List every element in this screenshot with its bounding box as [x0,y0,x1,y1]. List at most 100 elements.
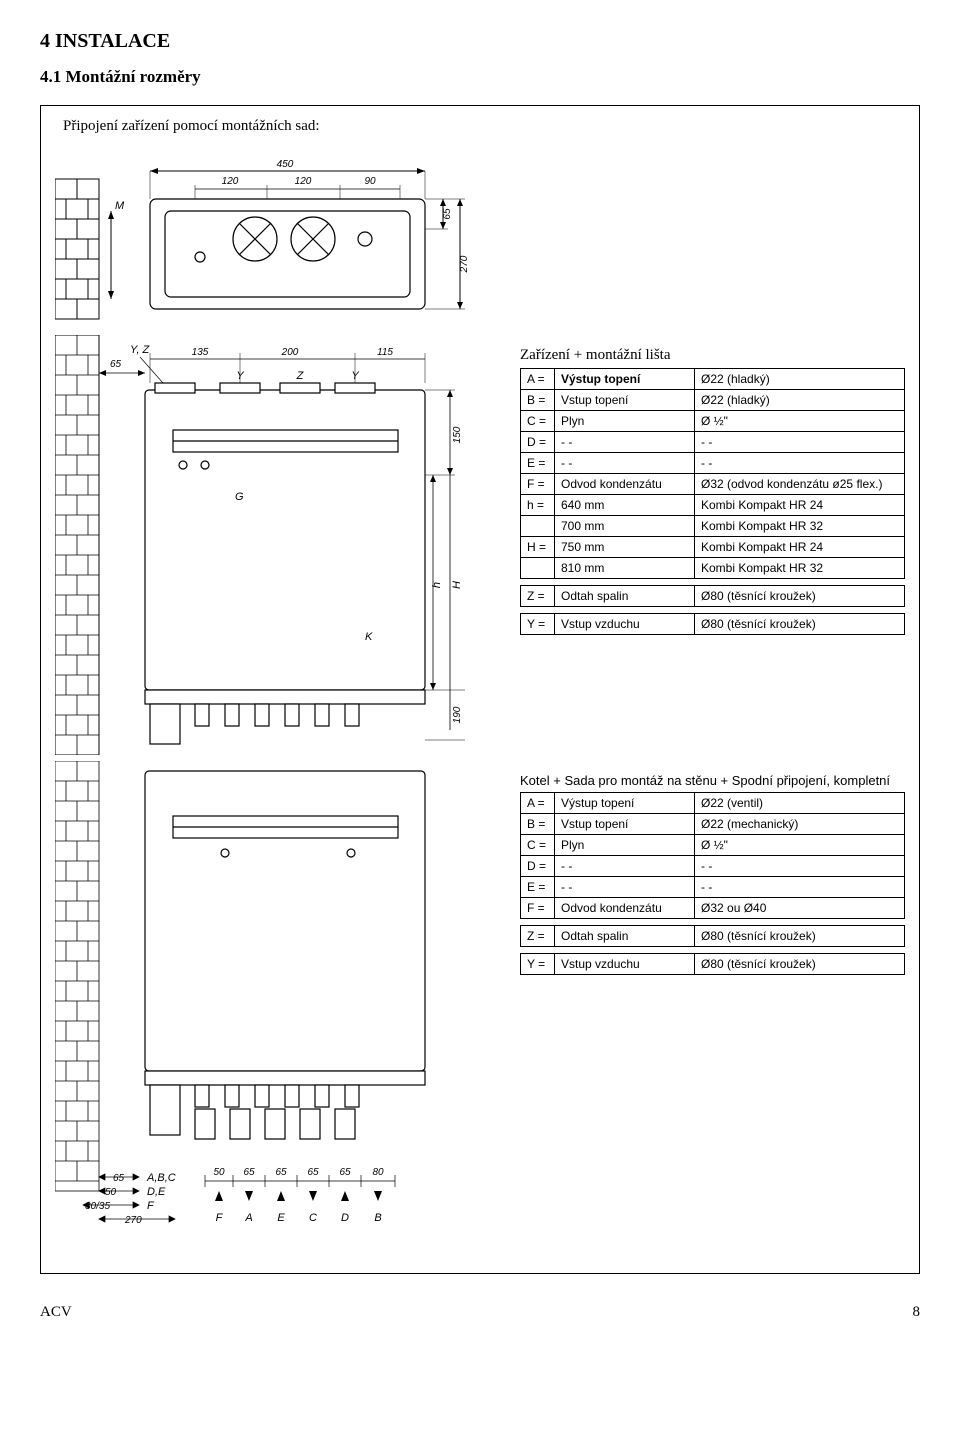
dim-b80: 80 [372,1167,384,1178]
cell-val: 640 mm [555,495,695,516]
cell-spec: Ø22 (hladký) [695,369,905,390]
lab-E: E [277,1212,285,1224]
table-row: h =640 mmKombi Kompakt HR 24 [521,495,905,516]
t2-z-k: Z = [521,926,555,947]
table-row: H =750 mmKombi Kompakt HR 24 [521,537,905,558]
dim-b65b: 65 [275,1167,287,1178]
dim-90: 90 [364,176,376,187]
cell-spec: - - [695,856,905,877]
cell-key: H = [521,537,555,558]
table1-caption: Zařízení + montážní lišta [520,347,905,364]
dim-450: 450 [277,159,294,170]
dim-l50: 50 [105,1187,117,1198]
cell-val: - - [555,432,695,453]
cell-val: Vstup topení [555,390,695,411]
cell-key: D = [521,432,555,453]
dim-150: 150 [452,426,463,443]
content-frame: Připojení zařízení pomocí montážních sad… [40,105,920,1274]
cell-key: B = [521,390,555,411]
table-row: A =Výstup topeníØ22 (hladký) [521,369,905,390]
cell-key [521,516,555,537]
dim-200: 200 [281,347,299,358]
cell-spec: - - [695,432,905,453]
dim-l65: 65 [113,1173,125,1184]
t2-z-s: Ø80 (těsnící kroužek) [695,926,905,947]
cell-key: C = [521,835,555,856]
table2: A =Výstup topeníØ22 (ventil)B =Vstup top… [520,792,905,919]
table-row: A =Výstup topeníØ22 (ventil) [521,793,905,814]
page-footer: ACV 8 [40,1304,920,1321]
cell-spec: Ø ½" [695,835,905,856]
table1-z: Z = Odtah spalin Ø80 (těsnící kroužek) [520,585,905,607]
dim-b65d: 65 [339,1167,351,1178]
cell-spec: Ø32 (odvod kondenzátu ø25 flex.) [695,474,905,495]
topview-diagram: M 450 120 120 90 [55,149,495,329]
cell-key: h = [521,495,555,516]
cell-key: D = [521,856,555,877]
lab-D: D [341,1212,349,1224]
cell-spec: Ø32 ou Ø40 [695,898,905,919]
cell-key: C = [521,411,555,432]
cell-val: Výstup topení [555,369,695,390]
k-label: K [365,631,373,643]
cell-val: - - [555,856,695,877]
dim-115: 115 [377,347,393,358]
cell-spec: Ø ½" [695,411,905,432]
yz-label: Y, Z [130,344,150,356]
y-label-1: Y [236,370,244,382]
f-label: F [147,1200,155,1212]
y-label-2: Y [351,370,359,382]
cell-val: Výstup topení [555,793,695,814]
cell-val: 750 mm [555,537,695,558]
m-label: M [115,200,125,212]
table-row: B =Vstup topeníØ22 (mechanický) [521,814,905,835]
table-row: D =- -- - [521,856,905,877]
dim-120a: 120 [222,176,239,187]
cell-key [521,558,555,579]
dim-190: 190 [452,706,463,723]
table2-z: Z = Odtah spalin Ø80 (těsnící kroužek) [520,925,905,947]
t1-y-v: Vstup vzduchu [555,614,695,635]
table1-y: Y = Vstup vzduchu Ø80 (těsnící kroužek) [520,613,905,635]
t2-y-s: Ø80 (těsnící kroužek) [695,954,905,975]
cell-spec: - - [695,877,905,898]
cell-key: F = [521,898,555,919]
dim-135: 135 [192,347,209,358]
table-row: E =- -- - [521,453,905,474]
dim-120b: 120 [295,176,312,187]
t1-z-k: Z = [521,586,555,607]
table1: A =Výstup topeníØ22 (hladký)B =Vstup top… [520,368,905,579]
cell-spec: Ø22 (ventil) [695,793,905,814]
t1-y-k: Y = [521,614,555,635]
t2-z-v: Odtah spalin [555,926,695,947]
cell-val: 810 mm [555,558,695,579]
abc-label: A,B,C [146,1172,176,1184]
lab-B: B [374,1212,381,1224]
table-row: C =PlynØ ½" [521,411,905,432]
dim-65: 65 [442,208,453,220]
cell-key: B = [521,814,555,835]
table-row: 700 mmKombi Kompakt HR 32 [521,516,905,537]
dim-left-65: 65 [110,359,122,370]
t1-z-v: Odtah spalin [555,586,695,607]
cell-val: Odvod kondenzátu [555,474,695,495]
section-heading: 4.1 Montážní rozměry [40,67,920,87]
cell-spec: Ø22 (mechanický) [695,814,905,835]
dim-l270: 270 [124,1215,142,1226]
table-row: D =- -- - [521,432,905,453]
cell-spec: Kombi Kompakt HR 24 [695,537,905,558]
t1-y-s: Ø80 (těsnící kroužek) [695,614,905,635]
chapter-heading: 4 INSTALACE [40,30,920,53]
table-row: E =- -- - [521,877,905,898]
table-row: F =Odvod kondenzátuØ32 ou Ø40 [521,898,905,919]
cell-val: Plyn [555,411,695,432]
table-row: C =PlynØ ½" [521,835,905,856]
table2-caption: Kotel + Sada pro montáž na stěnu + Spodn… [520,773,905,788]
cell-key: E = [521,453,555,474]
intro-text: Připojení zařízení pomocí montážních sad… [63,118,905,135]
table-row: F =Odvod kondenzátuØ32 (odvod kondenzátu… [521,474,905,495]
z-label: Z [296,370,305,382]
cell-val: 700 mm [555,516,695,537]
cell-val: - - [555,877,695,898]
cell-key: F = [521,474,555,495]
